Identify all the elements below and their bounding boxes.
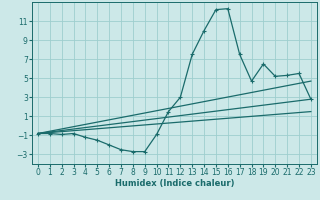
X-axis label: Humidex (Indice chaleur): Humidex (Indice chaleur) [115, 179, 234, 188]
